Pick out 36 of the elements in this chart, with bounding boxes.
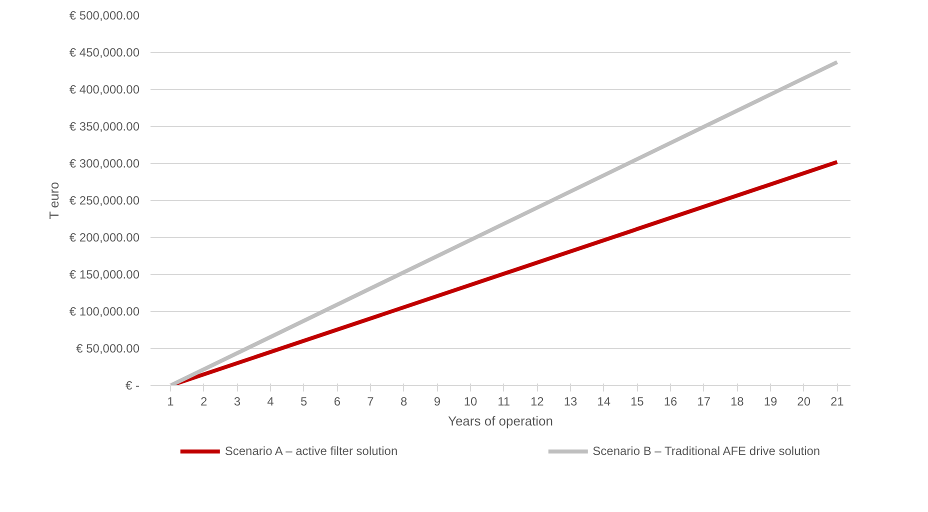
x-tick-label: 18 — [730, 394, 744, 408]
x-tick-label: 12 — [530, 394, 544, 408]
y-tick-label: € 150,000.00 — [69, 268, 140, 282]
x-tick-label: 1 — [167, 394, 174, 408]
x-tick-label: 11 — [498, 394, 510, 408]
y-tick-label: € 350,000.00 — [69, 120, 140, 134]
x-tick-label: 10 — [464, 394, 478, 408]
x-tick-label: 8 — [400, 394, 408, 408]
x-tick-label: 20 — [797, 394, 811, 408]
y-tick-label: € - — [125, 378, 140, 392]
y-tick-label: € 100,000.00 — [69, 304, 140, 318]
x-tick-label: 15 — [630, 394, 644, 408]
y-tick-label: € 250,000.00 — [69, 194, 140, 208]
x-tick-label: 14 — [597, 394, 611, 408]
y-axis-title: T euro — [46, 182, 62, 220]
x-tick-label: 5 — [300, 394, 308, 408]
y-tick-label: € 500,000.00 — [69, 8, 140, 22]
legend-label: Scenario A – active filter solution — [224, 444, 398, 458]
x-tick-label: 16 — [664, 394, 678, 408]
y-tick-label: € 400,000.00 — [69, 82, 140, 96]
y-tick-label: € 300,000.00 — [69, 156, 140, 170]
x-tick-label: 2 — [200, 394, 208, 408]
y-tick-label: € 200,000.00 — [69, 230, 140, 244]
x-tick-label: 6 — [334, 394, 341, 408]
x-tick-label: 17 — [697, 394, 711, 408]
x-tick-label: 13 — [564, 394, 578, 408]
x-tick-label: 21 — [830, 394, 844, 408]
y-tick-label: € 50,000.00 — [76, 342, 140, 356]
x-tick-label: 9 — [434, 394, 441, 408]
x-tick-label: 19 — [764, 394, 778, 408]
x-tick-label: 4 — [267, 394, 274, 408]
x-axis-title: Years of operation — [448, 414, 554, 428]
x-tick-label: 3 — [234, 394, 241, 408]
y-tick-label: € 450,000.00 — [69, 46, 140, 60]
x-tick-label: 7 — [367, 394, 374, 408]
legend-label: Scenario B – Traditional AFE drive solution — [592, 444, 820, 458]
